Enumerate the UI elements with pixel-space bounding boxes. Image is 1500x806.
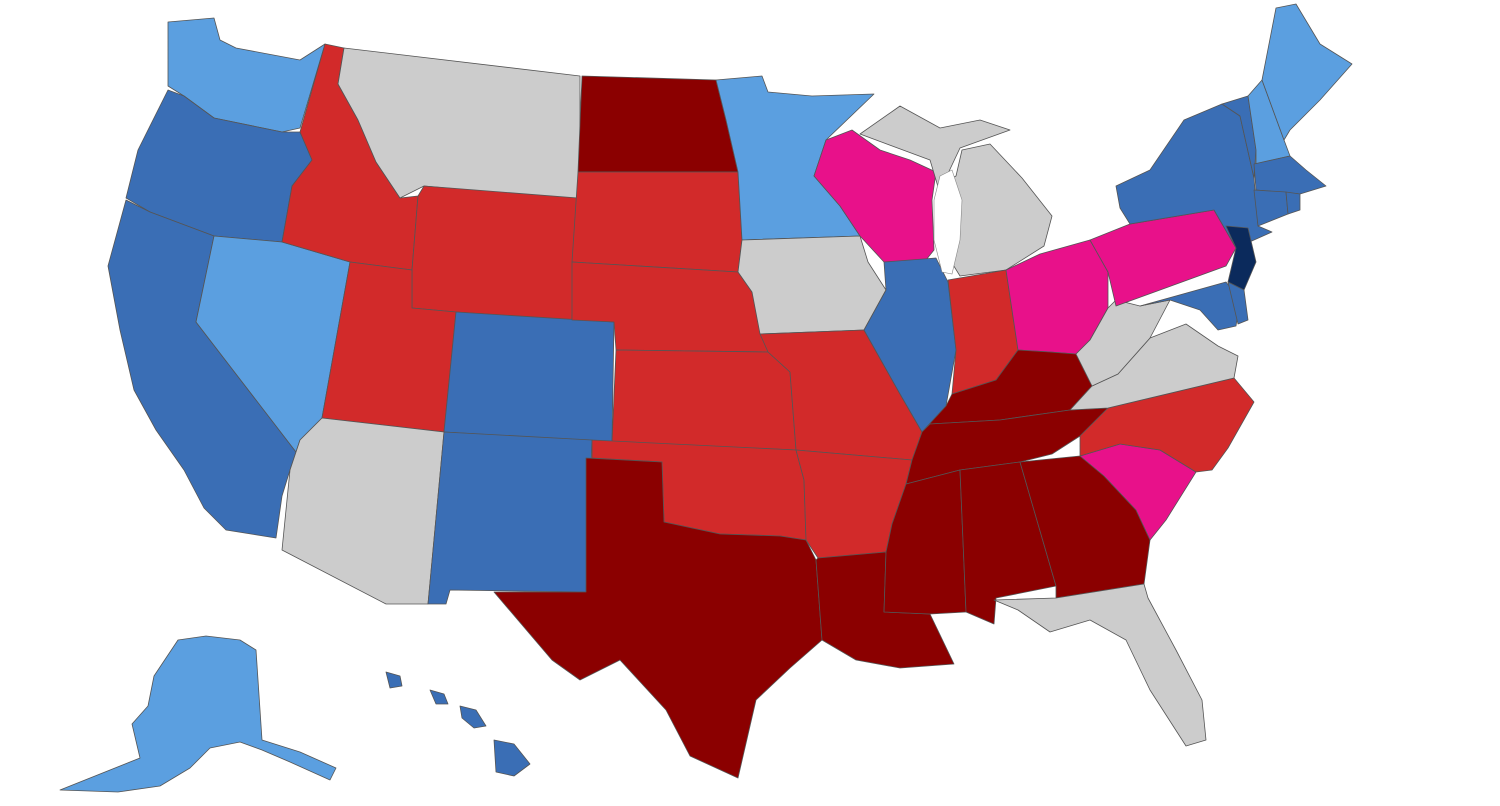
state-ks[interactable] — [611, 349, 797, 451]
lake-michigan — [933, 169, 963, 275]
state-ma[interactable] — [1253, 155, 1327, 195]
state-wi[interactable] — [813, 129, 937, 263]
state-ak[interactable] — [59, 635, 337, 793]
state-hi[interactable] — [385, 671, 531, 777]
state-co[interactable] — [443, 311, 615, 443]
state-nc[interactable] — [1079, 377, 1255, 473]
state-me[interactable] — [1261, 3, 1353, 141]
state-wa[interactable] — [167, 17, 326, 133]
state-wy[interactable] — [411, 185, 579, 321]
state-fl[interactable] — [993, 583, 1207, 747]
state-de[interactable] — [1227, 281, 1249, 325]
state-nm[interactable] — [427, 431, 593, 605]
state-sd[interactable] — [571, 171, 743, 273]
state-tx[interactable] — [493, 457, 823, 779]
state-ia[interactable] — [737, 235, 887, 335]
state-az[interactable] — [281, 417, 445, 605]
state-ri[interactable] — [1285, 191, 1301, 215]
state-nd[interactable] — [577, 75, 739, 173]
state-ct[interactable] — [1253, 189, 1289, 227]
